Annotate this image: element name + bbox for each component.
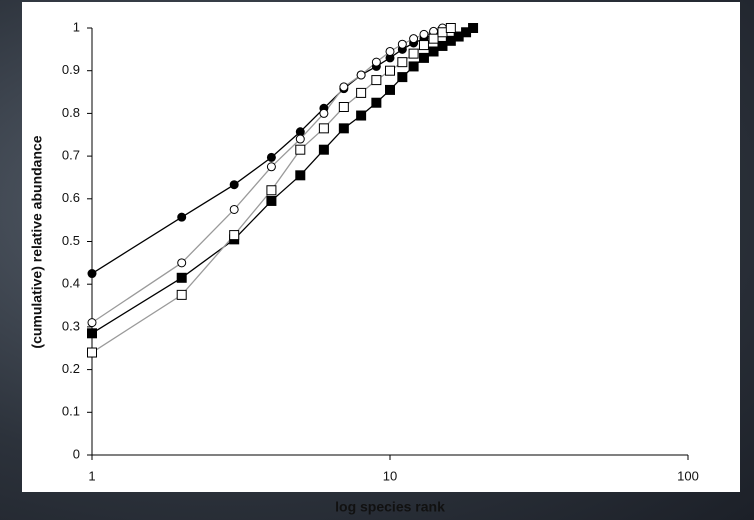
x-tick-label: 10 bbox=[383, 468, 397, 483]
point bbox=[410, 35, 418, 43]
point bbox=[88, 348, 97, 357]
point bbox=[88, 319, 96, 327]
point bbox=[357, 88, 366, 97]
point bbox=[267, 186, 276, 195]
y-tick-label: 0.2 bbox=[62, 361, 80, 376]
point bbox=[469, 24, 478, 33]
point bbox=[398, 58, 407, 67]
y-tick-label: 0.5 bbox=[62, 233, 80, 248]
point bbox=[372, 98, 381, 107]
point bbox=[420, 30, 428, 38]
point bbox=[386, 85, 395, 94]
point bbox=[386, 47, 394, 55]
point bbox=[267, 153, 275, 161]
point bbox=[357, 111, 366, 120]
y-tick-label: 0.9 bbox=[62, 62, 80, 77]
point bbox=[409, 49, 418, 58]
point bbox=[320, 109, 328, 117]
x-tick-label: 1 bbox=[88, 468, 95, 483]
point bbox=[340, 83, 348, 91]
x-axis-title: log species rank bbox=[335, 499, 445, 515]
point bbox=[357, 71, 365, 79]
point bbox=[429, 34, 438, 43]
chart: log species rank (cumulative) relative a… bbox=[0, 0, 754, 520]
point bbox=[339, 124, 348, 133]
point bbox=[177, 290, 186, 299]
point bbox=[398, 73, 407, 82]
point bbox=[296, 171, 305, 180]
y-tick-label: 0.6 bbox=[62, 190, 80, 205]
point bbox=[296, 135, 304, 143]
point bbox=[339, 102, 348, 111]
point bbox=[398, 40, 406, 48]
y-tick-label: 0.8 bbox=[62, 105, 80, 120]
page: {"chart_data": {"type": "line", "x_label… bbox=[0, 0, 754, 520]
y-axis-title: (cumulative) relative abundance bbox=[29, 135, 45, 348]
y-tick-label: 0.7 bbox=[62, 148, 80, 163]
point bbox=[178, 259, 186, 267]
point bbox=[267, 196, 276, 205]
point bbox=[319, 145, 328, 154]
point bbox=[177, 273, 186, 282]
y-tick-label: 1 bbox=[73, 19, 80, 34]
point bbox=[372, 76, 381, 85]
point bbox=[88, 270, 96, 278]
point bbox=[419, 53, 428, 62]
point bbox=[372, 58, 380, 66]
point bbox=[386, 66, 395, 75]
point bbox=[267, 163, 275, 171]
point bbox=[230, 231, 239, 240]
point bbox=[88, 329, 97, 338]
y-tick-label: 0 bbox=[73, 446, 80, 461]
point bbox=[319, 124, 328, 133]
point bbox=[438, 41, 447, 50]
y-tick-label: 0.4 bbox=[62, 276, 80, 291]
point bbox=[419, 41, 428, 50]
point bbox=[178, 213, 186, 221]
point bbox=[409, 62, 418, 71]
point bbox=[429, 47, 438, 56]
point bbox=[438, 28, 447, 37]
point bbox=[230, 181, 238, 189]
point bbox=[230, 205, 238, 213]
point bbox=[446, 24, 455, 33]
y-tick-label: 0.1 bbox=[62, 404, 80, 419]
x-tick-label: 100 bbox=[677, 468, 699, 483]
point bbox=[296, 145, 305, 154]
y-tick-label: 0.3 bbox=[62, 318, 80, 333]
